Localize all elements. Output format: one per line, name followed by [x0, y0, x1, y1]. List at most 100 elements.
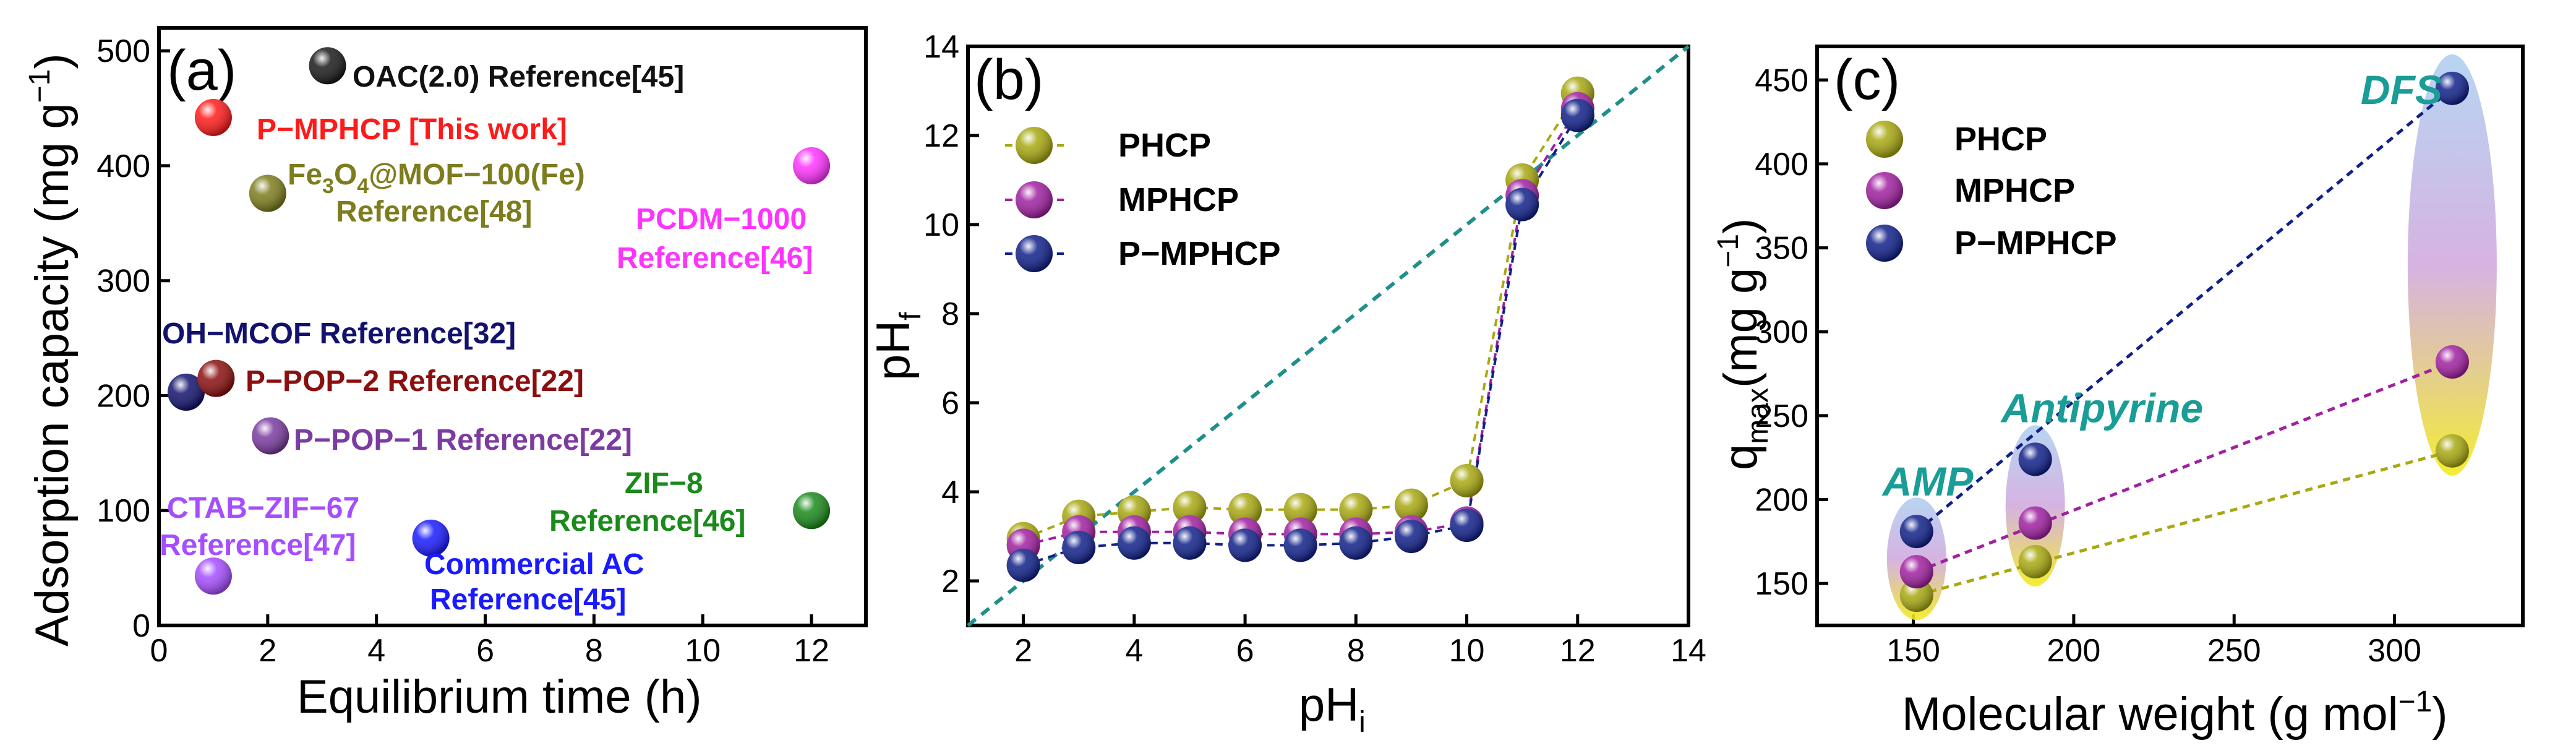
annotation-p-pop-1: P−POP−1 Reference[22] [294, 424, 632, 457]
legend-b-p-mphcp-label: P−MPHCP [1118, 235, 1281, 272]
panel-c-xtick-label-0: 150 [1886, 633, 1940, 669]
panel-c-ylabel-q: q [1714, 444, 1767, 470]
panel-a-point-2-shine [249, 174, 286, 212]
panel-a-points [167, 47, 831, 595]
panel-c-point-1-2-shine [2435, 345, 2469, 379]
panel-b-ytick-label-6: 14 [923, 29, 959, 65]
fe3o4-rest: @MOF−100(Fe) [369, 158, 585, 191]
panel-c-band-2 [2407, 54, 2497, 476]
panel-b-xtick-label-1: 4 [1125, 633, 1143, 669]
panel-b-point-0-4-shine [1228, 492, 1262, 526]
fe3o4-sub-4: 4 [357, 174, 369, 198]
panel-c: (c) 150 200 250 300 150 200 250 300 350 400 450 AM… [1712, 45, 2525, 741]
panel-b-series [1006, 76, 1594, 582]
panel-c-trend-line-1 [1915, 360, 2453, 573]
panel-b-point-2-8-shine [1450, 509, 1484, 542]
panel-a-ylabel-close: ) [26, 53, 79, 69]
panel-a-xlabel: Equilibrium time (h) [297, 671, 702, 723]
panel-b-ylabel-sub: f [894, 312, 927, 320]
panel-b-ytick-label-1: 4 [941, 475, 959, 510]
panel-c-ytick-label-0: 150 [1755, 566, 1808, 602]
panel-b-xtick-label-6: 14 [1671, 633, 1706, 669]
panel-c-xlabel-close: ) [2432, 688, 2447, 741]
legend-b-phcp-label: PHCP [1118, 127, 1211, 164]
panel-b-ylabel-main: pH [867, 320, 920, 380]
legend-b-p-mphcp-shine [1016, 235, 1053, 272]
panel-c-point-0-1-shine [2018, 544, 2052, 578]
panel-c-ylabel: qmax(mg g−1) [1712, 218, 1774, 470]
panel-b-xtick-label-4: 10 [1449, 633, 1485, 669]
panel-b-ytick-label-4: 10 [923, 207, 959, 243]
panel-a-point-0-shine [309, 47, 346, 85]
panel-b-point-2-1-shine [1062, 531, 1096, 564]
annotation-fe3o4-mof: Fe3O4@MOF−100(Fe) [288, 158, 585, 198]
panel-c-ticks: 150 200 250 300 150 200 250 300 350 400 450 [1755, 62, 2421, 669]
panel-c-xlabel: Molecular weight (g mol−1) [1902, 685, 2448, 741]
panel-c-label: (c) [1834, 48, 1900, 111]
panel-c-category-1: Antipyrine [2000, 385, 2203, 431]
panel-c-category-labels: AMP Antipyrine DFS [1881, 67, 2442, 504]
panel-b-ytick-label-2: 6 [941, 385, 959, 421]
panel-b-frame [966, 45, 1690, 627]
panel-b-ytick-label-0: 2 [941, 564, 959, 599]
panel-c-ytick-label-1: 200 [1755, 483, 1808, 518]
panel-b-label: (b) [974, 48, 1043, 111]
panel-a-label: (a) [167, 39, 236, 102]
panel-a-point-6-shine [252, 417, 289, 455]
panel-b-point-2-0-shine [1006, 548, 1040, 582]
panel-c-point-0-2-shine [2435, 434, 2469, 468]
panel-b-series-line-0 [1022, 92, 1579, 540]
panel-b-xlabel-main: pH [1299, 679, 1359, 731]
panel-c-ylabel-unit: (mg g [1714, 268, 1767, 388]
panel-a-ytick-label-2: 200 [96, 378, 150, 414]
panel-c-xtick-label-3: 300 [2368, 633, 2421, 669]
panel-c-point-0-0-shine [1899, 578, 1933, 612]
legend-c-mphcp-label: MPHCP [1954, 172, 2075, 209]
panel-b-point-0-8-shine [1450, 464, 1484, 497]
panel-b-ytick-label-3: 8 [941, 296, 959, 332]
panel-c-ytick-label-4: 350 [1755, 231, 1808, 267]
panel-c-ylabel-close: ) [1714, 218, 1767, 234]
panel-a-point-8-shine [412, 519, 450, 557]
panel-a-xtick-label-2: 4 [367, 633, 385, 669]
panel-b-point-2-2-shine [1117, 526, 1151, 560]
panel-b-point-0-5-shine [1283, 492, 1317, 526]
annotation-oac: OAC(2.0) Reference[45] [353, 61, 684, 93]
panel-b-series-line-1 [1023, 108, 1579, 547]
panel-a-ytick-label-5: 500 [96, 33, 150, 69]
fe3o4-o: O [334, 158, 357, 191]
panel-b-point-2-7-shine [1394, 520, 1428, 553]
panel-c-point-2-2-shine [2435, 71, 2469, 105]
panel-b-reference-line [967, 45, 1690, 627]
legend-c-phcp-shine [1866, 121, 1903, 158]
panel-b-point-2-6-shine [1339, 526, 1373, 560]
panel-c-point-1-0-shine [1899, 555, 1933, 589]
panel-c-xlabel-sup: −1 [2398, 685, 2433, 718]
panel-b: (b) 2 4 6 8 10 12 14 2 4 6 8 10 12 14 PHCP MPHCP P−MP… [867, 29, 1706, 739]
legend-c-p-mphcp-shine [1866, 225, 1903, 262]
panel-c-category-2: DFS [2361, 67, 2442, 113]
annotation-commercial-ac: Commercial AC [424, 548, 644, 581]
panel-c-legend: PHCP MPHCP P−MPHCP [1866, 121, 2117, 262]
panel-a-xtick-label-5: 10 [685, 633, 721, 669]
annotation-oh-mcof: OH−MCOF Reference[32] [162, 317, 516, 350]
annotation-pcdm-ref: Reference[46] [617, 242, 813, 275]
annotation-pcdm: PCDM−1000 [636, 203, 807, 236]
panel-c-frame [1815, 45, 2525, 627]
panel-b-point-2-3-shine [1173, 526, 1207, 560]
panel-b-legend: PHCP MPHCP P−MPHCP [1005, 127, 1281, 272]
legend-b-mphcp-label: MPHCP [1118, 181, 1239, 218]
annotation-p-mphcp: P−MPHCP [This work] [257, 113, 567, 146]
legend-c-phcp-label: PHCP [1954, 121, 2047, 158]
annotation-fe3o4-ref: Reference[48] [336, 195, 532, 228]
legend-b-phcp-shine [1016, 127, 1053, 164]
panel-b-ylabel: pHf [867, 312, 927, 380]
panel-b-point-2-10-shine [1560, 98, 1594, 132]
panel-a-ytick-label-0: 0 [132, 608, 150, 644]
panel-b-ytick-label-5: 12 [923, 118, 959, 154]
panel-b-diagonal-line [967, 45, 1690, 627]
legend-c-mphcp-shine [1866, 172, 1903, 209]
panel-b-point-2-5-shine [1283, 528, 1317, 562]
panel-c-category-0: AMP [1881, 458, 1974, 504]
